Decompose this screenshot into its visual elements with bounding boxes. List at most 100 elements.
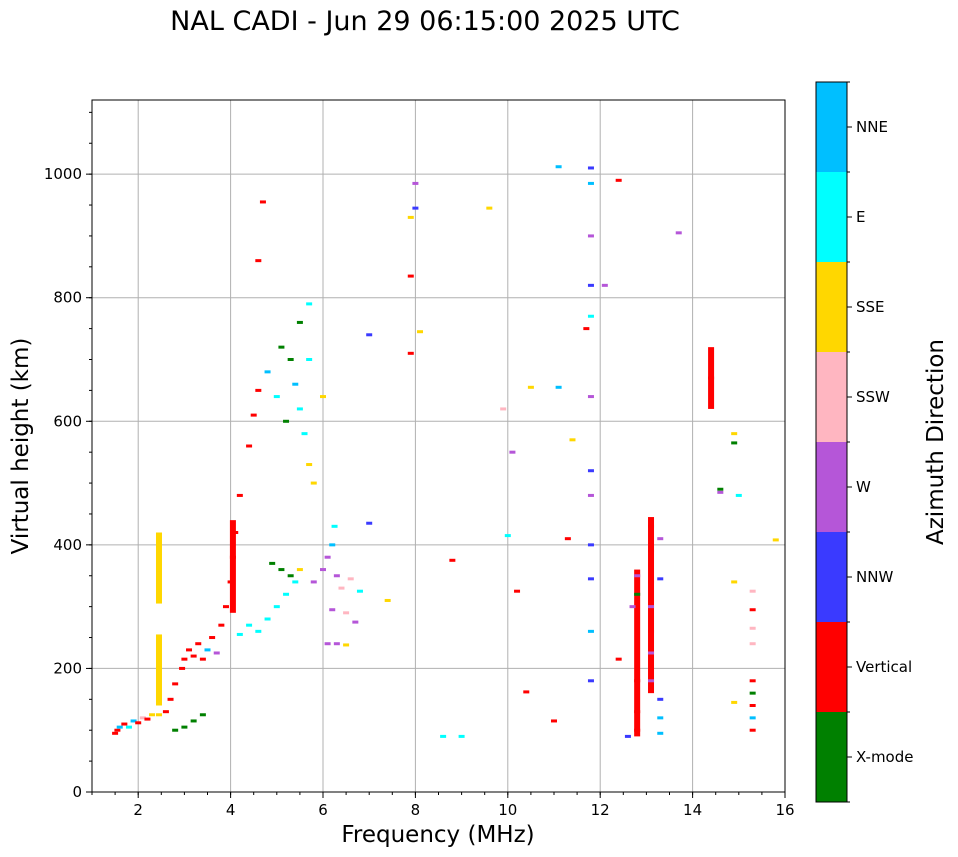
- marks-layer: [112, 165, 779, 738]
- echo-mark: [648, 651, 655, 655]
- echo-mark: [615, 657, 622, 661]
- echo-mark: [527, 385, 534, 389]
- echo-mark: [301, 432, 308, 436]
- echo-mark: [320, 568, 326, 572]
- x-tick-label: 8: [411, 801, 421, 819]
- echo-mark: [634, 574, 641, 578]
- echo-mark: [190, 719, 197, 723]
- echo-mark: [587, 577, 594, 581]
- echo-mark: [236, 493, 243, 497]
- echo-mark: [587, 166, 594, 170]
- echo-mark: [292, 382, 299, 386]
- echo-mark: [287, 574, 294, 578]
- echo-mark: [356, 589, 363, 593]
- echo-mark: [114, 728, 121, 732]
- echo-mark: [130, 719, 137, 723]
- echo-mark: [749, 691, 756, 695]
- echo-mark: [749, 642, 756, 646]
- x-axis-label: Frequency (MHz): [341, 822, 534, 848]
- echo-mark: [333, 642, 340, 646]
- echo-mark: [624, 734, 631, 738]
- echo-mark: [717, 487, 724, 491]
- echo-mark: [587, 283, 594, 287]
- echo-mark: [172, 682, 179, 686]
- echo-mark: [417, 330, 424, 334]
- echo-mark: [749, 589, 756, 593]
- echo-bar: [634, 569, 641, 737]
- echo-mark: [190, 654, 197, 658]
- echo-mark: [264, 617, 271, 621]
- chart-title: NAL CADI - Jun 29 06:15:00 2025 UTC: [170, 6, 680, 37]
- echo-mark: [587, 629, 594, 633]
- echo-mark: [255, 629, 262, 633]
- echo-mark: [587, 543, 594, 547]
- echo-mark: [229, 555, 236, 559]
- echo-mark: [273, 605, 280, 609]
- colorbar-label: Azimuth Direction: [923, 339, 949, 545]
- echo-mark: [648, 679, 655, 683]
- echo-mark: [172, 728, 179, 732]
- echo-mark: [407, 215, 414, 219]
- x-tick-label: 14: [683, 801, 702, 819]
- colorbar-frame: [815, 81, 848, 803]
- echo-mark: [569, 438, 576, 442]
- echo-mark: [324, 555, 331, 559]
- y-tick-label: 800: [53, 289, 82, 307]
- colorbar-tick-label: NNW: [856, 568, 893, 586]
- echo-mark: [486, 206, 493, 210]
- echo-mark: [657, 537, 664, 541]
- echo-mark: [324, 642, 331, 646]
- echo-mark: [278, 345, 285, 349]
- echo-mark: [167, 697, 174, 701]
- echo-mark: [749, 608, 756, 612]
- echo-mark: [657, 716, 664, 720]
- echo-mark: [199, 713, 206, 717]
- x-tick-label: 6: [318, 801, 328, 819]
- colorbar-tick-label: W: [856, 478, 871, 496]
- echo-mark: [310, 481, 317, 485]
- echo-mark: [333, 574, 340, 578]
- echo-mark: [366, 521, 373, 525]
- echo-mark: [125, 725, 132, 729]
- echo-mark: [583, 327, 590, 331]
- echo-mark: [232, 531, 239, 534]
- echo-mark: [629, 605, 636, 609]
- colorbar-tick-label: SSW: [856, 388, 890, 406]
- echo-mark: [615, 178, 622, 182]
- echo-mark: [144, 717, 151, 721]
- echo-mark: [634, 728, 641, 732]
- y-tick-label: 400: [53, 536, 82, 554]
- echo-mark: [283, 419, 290, 423]
- echo-mark: [227, 580, 234, 584]
- echo-mark: [648, 580, 655, 584]
- y-axis-label: Virtual height (km): [8, 338, 34, 555]
- echo-mark: [449, 558, 456, 562]
- echo-mark: [384, 598, 391, 602]
- y-tick-label: 200: [53, 659, 82, 677]
- plot-frame: [91, 99, 786, 793]
- colorbar-segment: [816, 532, 847, 622]
- x-tick-label: 12: [591, 801, 610, 819]
- echo-mark: [634, 592, 641, 596]
- echo-mark: [162, 710, 169, 714]
- y-tick-label: 600: [53, 412, 82, 430]
- echo-mark: [731, 441, 738, 445]
- echo-mark: [246, 444, 253, 448]
- echo-mark: [259, 200, 266, 204]
- echo-mark: [155, 666, 162, 670]
- echo-mark: [407, 274, 414, 278]
- echo-mark: [186, 648, 193, 652]
- echo-mark: [523, 690, 530, 694]
- echo-mark: [440, 734, 447, 738]
- echo-mark: [648, 524, 655, 528]
- colorbar-segment: [816, 352, 847, 442]
- echo-mark: [329, 608, 336, 612]
- echo-mark: [296, 320, 303, 324]
- echo-mark: [306, 358, 313, 361]
- echo-mark: [306, 463, 313, 467]
- echo-mark: [255, 388, 262, 392]
- echo-mark: [587, 395, 594, 399]
- echo-mark: [509, 450, 516, 454]
- colorbar-segment: [816, 82, 847, 172]
